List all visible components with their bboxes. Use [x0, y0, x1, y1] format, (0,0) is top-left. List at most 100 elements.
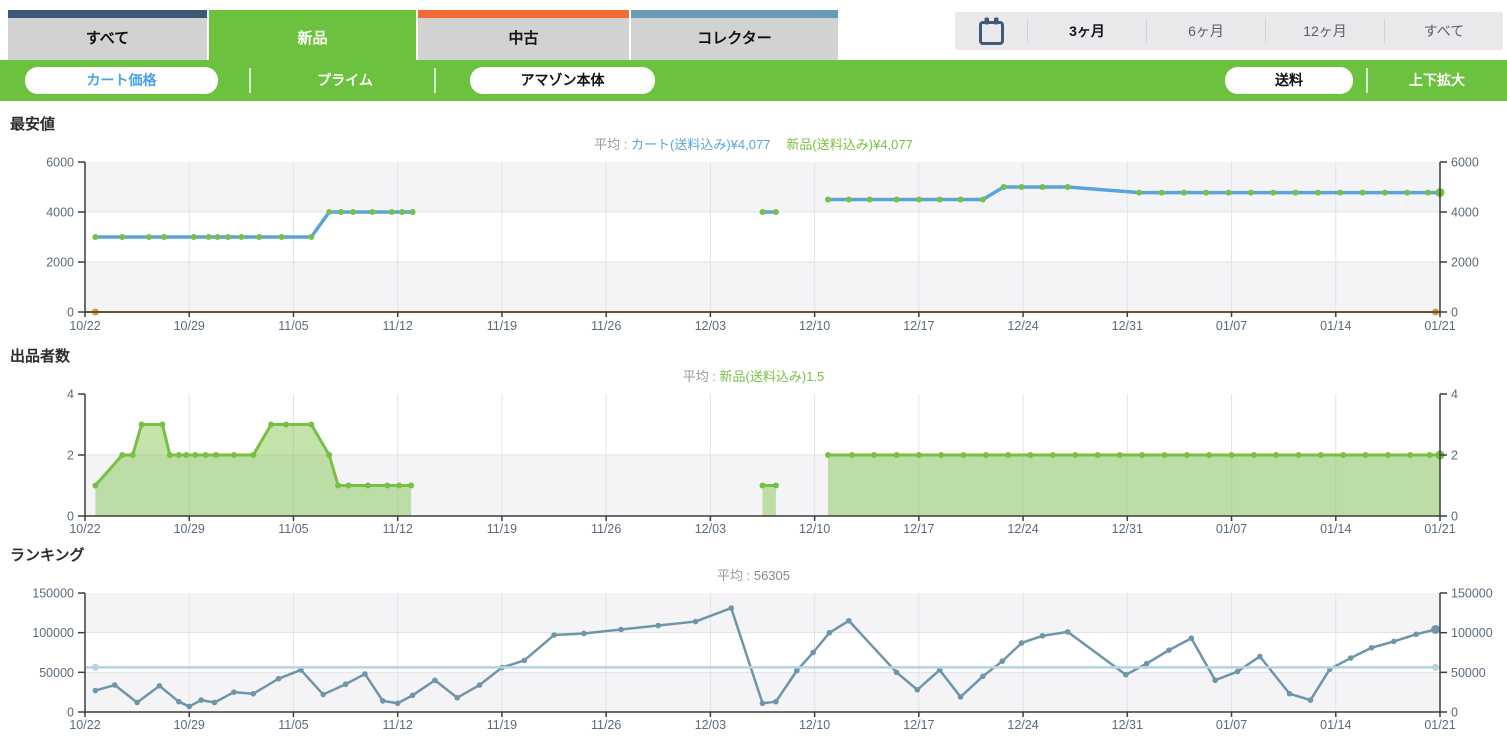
seller-count-title: 出品者数	[10, 348, 71, 365]
svg-text:01/07: 01/07	[1216, 718, 1247, 732]
svg-text:01/14: 01/14	[1320, 522, 1351, 536]
tab-collector-label: コレクター	[631, 18, 838, 60]
lowest-price-section: 最安値 平均 : カート(送料込み)¥4,077 新品(送料込み)¥4,077 0…	[0, 113, 1507, 338]
svg-text:12/03: 12/03	[695, 522, 726, 536]
svg-text:0: 0	[67, 510, 74, 524]
svg-text:12/17: 12/17	[903, 319, 934, 333]
svg-text:01/07: 01/07	[1216, 522, 1247, 536]
svg-text:11/26: 11/26	[591, 319, 621, 333]
svg-text:12/24: 12/24	[1007, 718, 1038, 732]
lowest-price-chart: 0 0 2000 2000 4000 4000 6000 6000 10/22 10/29 11/0…	[46, 156, 1479, 334]
svg-text:11/26: 11/26	[591, 718, 621, 732]
tab-used-label: 中古	[418, 18, 629, 60]
svg-text:11/19: 11/19	[487, 319, 517, 333]
svg-text:6000: 6000	[46, 156, 74, 170]
lowest-price-title: 最安値	[10, 116, 56, 133]
svg-text:2000: 2000	[46, 256, 74, 270]
svg-text:2: 2	[1451, 449, 1458, 463]
svg-text:11/05: 11/05	[278, 319, 308, 333]
svg-text:150000: 150000	[1451, 587, 1493, 601]
svg-text:4000: 4000	[46, 206, 74, 220]
seller-count-section: 出品者数 平均 : 新品(送料込み)1.5 0 0 2 2 4 4 10/22 10/29 11…	[0, 345, 1507, 538]
tab-new-color-bar	[209, 10, 416, 18]
svg-text:0: 0	[67, 706, 74, 720]
svg-text:50000: 50000	[1451, 666, 1486, 680]
svg-text:10/29: 10/29	[174, 522, 205, 536]
ranking-section: ランキング 平均 : 56305 0 0 50000 50000 100000 10000…	[0, 544, 1507, 735]
svg-text:01/14: 01/14	[1320, 718, 1351, 732]
seller-count-average: 平均 : 新品(送料込み)1.5	[682, 369, 825, 384]
svg-text:12/10: 12/10	[799, 718, 830, 732]
svg-text:10/22: 10/22	[69, 718, 100, 732]
svg-text:100000: 100000	[1451, 626, 1493, 640]
svg-text:12/31: 12/31	[1112, 522, 1143, 536]
tab-new[interactable]: 新品	[209, 10, 416, 60]
svg-text:01/14: 01/14	[1320, 319, 1351, 333]
prime-button[interactable]: プライム	[317, 72, 373, 88]
svg-text:10/29: 10/29	[174, 718, 205, 732]
seller-count-chart: 0 0 2 2 4 4 10/22 10/29 11/05 11/12 11/19 11/26 12/0…	[67, 388, 1458, 537]
period-12-months[interactable]: 12ヶ月	[1265, 19, 1384, 43]
svg-text:01/21: 01/21	[1424, 522, 1455, 536]
period-selector: 3ヶ月 6ヶ月 12ヶ月 すべて	[955, 12, 1503, 50]
svg-text:2: 2	[67, 449, 74, 463]
page-header: すべて 新品 中古 コレクター 3ヶ月 6ヶ月 12ヶ月 すべて カート価格	[0, 0, 1507, 101]
svg-text:11/12: 11/12	[383, 319, 413, 333]
svg-text:50000: 50000	[39, 666, 74, 680]
tab-new-label: 新品	[209, 18, 416, 60]
svg-text:0: 0	[67, 306, 74, 320]
period-6-months[interactable]: 6ヶ月	[1146, 19, 1265, 43]
ranking-title: ランキング	[10, 547, 85, 564]
svg-text:01/07: 01/07	[1216, 319, 1247, 333]
expand-button[interactable]: 上下拡大	[1409, 72, 1465, 88]
toolbar-divider	[249, 68, 251, 93]
svg-text:11/26: 11/26	[591, 522, 621, 536]
tab-all[interactable]: すべて	[8, 10, 207, 60]
svg-text:4: 4	[1451, 388, 1458, 402]
svg-text:11/05: 11/05	[278, 522, 308, 536]
svg-text:4: 4	[67, 388, 74, 402]
svg-text:10/29: 10/29	[174, 319, 205, 333]
category-tabs: すべて 新品 中古 コレクター	[8, 10, 840, 60]
svg-text:12/10: 12/10	[799, 319, 830, 333]
svg-text:0: 0	[1451, 306, 1458, 320]
shipping-button[interactable]: 送料	[1225, 67, 1353, 94]
svg-text:10/22: 10/22	[69, 522, 100, 536]
svg-text:12/24: 12/24	[1007, 522, 1038, 536]
svg-text:10/22: 10/22	[69, 319, 100, 333]
svg-text:11/12: 11/12	[383, 522, 413, 536]
svg-text:12/31: 12/31	[1112, 718, 1143, 732]
svg-text:4000: 4000	[1451, 206, 1479, 220]
svg-text:11/19: 11/19	[487, 522, 517, 536]
svg-text:12/10: 12/10	[799, 522, 830, 536]
toolbar-divider	[434, 68, 436, 93]
svg-text:12/17: 12/17	[903, 522, 934, 536]
tab-collector-color-bar	[631, 10, 838, 18]
svg-text:6000: 6000	[1451, 156, 1479, 170]
svg-text:12/03: 12/03	[695, 319, 726, 333]
calendar-icon	[955, 16, 1027, 47]
tab-used-color-bar	[418, 10, 629, 18]
svg-text:01/21: 01/21	[1424, 319, 1455, 333]
tab-all-label: すべて	[8, 18, 207, 60]
tab-all-color-bar	[8, 10, 207, 18]
svg-text:01/21: 01/21	[1424, 718, 1455, 732]
svg-text:11/12: 11/12	[383, 718, 413, 732]
period-all[interactable]: すべて	[1384, 19, 1503, 43]
lowest-price-average: 平均 : カート(送料込み)¥4,077 新品(送料込み)¥4,077	[594, 137, 913, 152]
ranking-chart: 0 0 50000 50000 100000 100000 150000 150000 10/2…	[32, 587, 1493, 733]
tab-collector[interactable]: コレクター	[631, 10, 838, 60]
cart-price-button[interactable]: カート価格	[25, 67, 218, 94]
filter-toolbar: カート価格 プライム アマゾン本体 送料 上下拡大	[0, 60, 1507, 101]
toolbar-divider	[1366, 68, 1368, 93]
svg-text:100000: 100000	[32, 626, 74, 640]
svg-text:0: 0	[1451, 706, 1458, 720]
tab-used[interactable]: 中古	[418, 10, 629, 60]
ranking-average: 平均 : 56305	[717, 568, 790, 583]
amazon-button[interactable]: アマゾン本体	[470, 67, 655, 94]
svg-text:12/03: 12/03	[695, 718, 726, 732]
svg-text:12/31: 12/31	[1112, 319, 1143, 333]
period-3-months[interactable]: 3ヶ月	[1027, 19, 1146, 43]
svg-text:11/05: 11/05	[278, 718, 308, 732]
svg-text:12/24: 12/24	[1007, 319, 1038, 333]
